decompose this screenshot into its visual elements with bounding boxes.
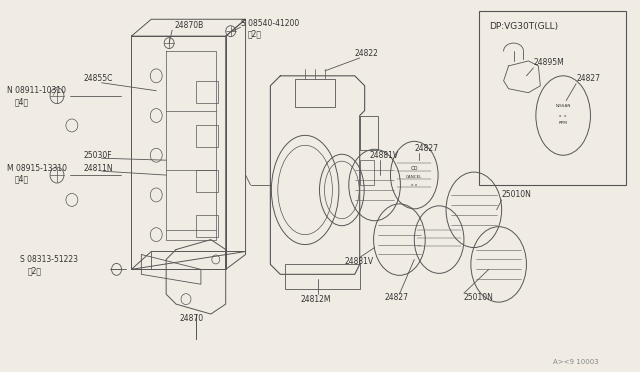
Text: 25010N: 25010N <box>502 190 531 199</box>
Bar <box>295 79 335 107</box>
Bar <box>196 81 218 103</box>
Bar <box>360 116 378 150</box>
Text: x x: x x <box>411 183 417 187</box>
Text: M 08915-13310: M 08915-13310 <box>7 164 67 173</box>
Text: 24827: 24827 <box>576 74 600 83</box>
Bar <box>196 170 218 192</box>
Text: 24827: 24827 <box>414 144 438 153</box>
Text: CANCEL: CANCEL <box>406 175 422 179</box>
Bar <box>479 11 626 185</box>
Text: （2）: （2） <box>28 266 41 275</box>
Bar <box>196 125 218 147</box>
Bar <box>360 160 374 185</box>
Text: 24881V: 24881V <box>370 151 399 160</box>
Text: （4）: （4） <box>14 174 28 183</box>
Text: NISSAN: NISSAN <box>556 104 571 108</box>
Text: DP:VG30T(GLL): DP:VG30T(GLL) <box>489 22 558 31</box>
Bar <box>196 215 218 237</box>
Text: （2）: （2） <box>248 30 262 39</box>
Text: RPM: RPM <box>559 122 568 125</box>
Text: 24870B: 24870B <box>174 21 204 30</box>
Text: 24822: 24822 <box>355 48 379 58</box>
Text: 25030F: 25030F <box>84 151 113 160</box>
Text: 24855C: 24855C <box>84 74 113 83</box>
Text: A><9 10003: A><9 10003 <box>553 359 599 365</box>
Text: 25010N: 25010N <box>464 293 494 302</box>
Text: 24881V: 24881V <box>345 257 374 266</box>
Text: 24827: 24827 <box>385 293 408 302</box>
Text: 24895M: 24895M <box>533 58 564 67</box>
Text: OD: OD <box>410 166 418 171</box>
Bar <box>285 264 360 289</box>
Text: x  x: x x <box>559 113 567 118</box>
Text: 24812M: 24812M <box>300 295 331 304</box>
Text: S 08313-51223: S 08313-51223 <box>20 255 78 264</box>
Text: 24870: 24870 <box>179 314 203 324</box>
Text: （4）: （4） <box>14 97 28 106</box>
Text: S 08540-41200: S 08540-41200 <box>241 19 299 28</box>
Text: 24811N: 24811N <box>84 164 113 173</box>
Text: N 08911-10310: N 08911-10310 <box>7 86 67 95</box>
